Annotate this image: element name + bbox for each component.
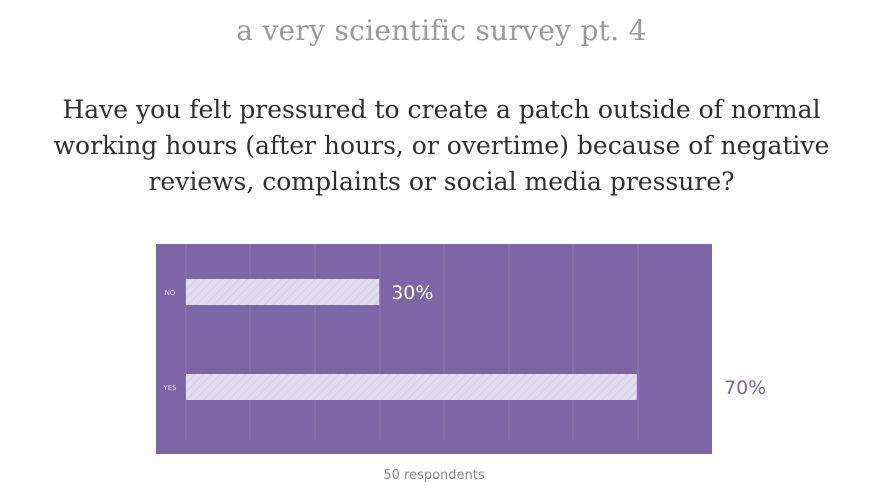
slide-title: a very scientific survey pt. 4: [236, 14, 647, 47]
value-label-no: 30%: [391, 282, 433, 304]
category-label-yes: YES: [162, 384, 177, 392]
survey-question-line: working hours (after hours, or overtime)…: [53, 131, 830, 160]
survey-question: Have you felt pressured to create a patc…: [0, 92, 883, 200]
category-label-no: NO: [165, 289, 176, 297]
survey-question-line: reviews, complaints or social media pres…: [148, 167, 735, 196]
bar-yes: [186, 374, 637, 400]
value-label-yes: 70%: [724, 377, 766, 399]
respondents-count: 50 respondents: [383, 468, 485, 483]
chart-panel: [156, 244, 712, 454]
bar-no: [186, 279, 380, 305]
survey-question-line: Have you felt pressured to create a patc…: [62, 95, 821, 124]
